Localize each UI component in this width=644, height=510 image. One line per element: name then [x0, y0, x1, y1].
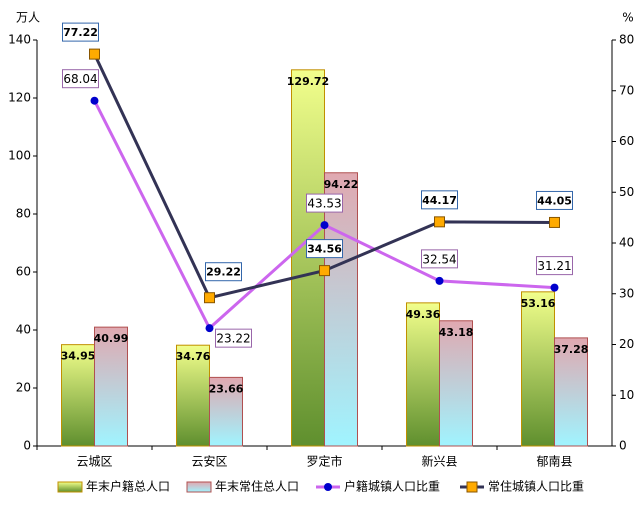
- legend-label: 年末常住总人口: [215, 480, 299, 494]
- bar: [406, 302, 440, 447]
- x-tick-label: 云安区: [191, 454, 227, 469]
- y2-tick-label: 50: [619, 185, 634, 199]
- value-label-box: [62, 69, 99, 89]
- marker: [89, 48, 100, 60]
- y-tick-label: 60: [16, 265, 31, 279]
- bar: [209, 376, 243, 447]
- value-label-box: [536, 256, 573, 276]
- bar-value-label: 43.18: [439, 326, 474, 339]
- marker: [435, 276, 444, 285]
- value-label-box: [205, 262, 242, 282]
- bar: [554, 337, 588, 447]
- bar: [324, 172, 358, 447]
- bar-value-label: 34.95: [61, 350, 96, 363]
- value-label-box: [536, 190, 573, 210]
- bar-value-label: 94.22: [324, 178, 359, 191]
- line-value-label: 31.21: [537, 259, 571, 273]
- marker: [90, 96, 99, 105]
- legend-marker: [466, 481, 478, 493]
- legend-marker: [324, 483, 332, 491]
- y-tick-label: 140: [8, 33, 31, 47]
- value-label-box: [421, 190, 458, 210]
- value-label-box: [306, 193, 343, 213]
- line-value-label: 43.53: [307, 197, 341, 211]
- value-label-box: [62, 22, 99, 42]
- bar-value-label: 34.76: [176, 350, 211, 363]
- y2-axis-title: %: [622, 11, 633, 25]
- y-tick-label: 120: [8, 91, 31, 105]
- line-value-label: 23.22: [216, 332, 250, 346]
- value-label-box: [421, 249, 458, 269]
- y-tick-label: 20: [16, 381, 31, 395]
- line-value-label: 32.54: [422, 252, 456, 266]
- x-tick-label: 云城区: [76, 455, 112, 469]
- line-value-label: 44.05: [537, 194, 572, 207]
- bar: [94, 326, 128, 447]
- x-tick-label: 新兴县: [421, 454, 457, 469]
- bar-value-label: 37.28: [554, 343, 589, 356]
- line-value-label: 34.56: [307, 243, 342, 256]
- y-axis-title: 万人: [16, 11, 40, 25]
- bar-value-label: 53.16: [521, 297, 556, 310]
- y-tick-label: 100: [8, 149, 31, 163]
- y-tick-label: 80: [16, 207, 31, 221]
- y2-tick-label: 40: [619, 236, 634, 250]
- y2-tick-label: 20: [619, 337, 634, 351]
- x-tick-label: 郁南县: [536, 454, 572, 469]
- marker: [550, 283, 559, 292]
- y2-tick-label: 60: [619, 134, 634, 148]
- bar-value-label: 40.99: [94, 332, 129, 345]
- line-value-label: 29.22: [206, 266, 241, 279]
- y-tick-label: 40: [16, 323, 31, 337]
- bar-value-label: 49.36: [406, 308, 441, 321]
- bar: [521, 291, 555, 447]
- bar: [61, 344, 95, 447]
- bar-value-label: 23.66: [209, 382, 244, 395]
- legend-swatch: [186, 481, 212, 493]
- marker: [549, 216, 560, 228]
- y2-tick-label: 30: [619, 286, 634, 300]
- bar: [439, 320, 473, 447]
- marker: [205, 324, 214, 333]
- y2-tick-label: 70: [619, 83, 634, 97]
- line-value-label: 44.17: [422, 194, 457, 207]
- bar-value-label: 129.72: [287, 75, 329, 88]
- legend-label: 常住城镇人口比重: [488, 480, 584, 494]
- marker: [320, 221, 329, 230]
- y2-tick-label: 0: [619, 439, 627, 453]
- marker: [319, 265, 330, 277]
- y-tick-label: 0: [23, 439, 31, 453]
- line-value-label: 77.22: [63, 26, 98, 39]
- y2-tick-label: 80: [619, 33, 634, 47]
- y2-tick-label: 10: [619, 388, 634, 402]
- legend-label: 年末户籍总人口: [86, 479, 170, 494]
- value-label-box: [215, 328, 252, 348]
- legend-label: 户籍城镇人口比重: [344, 479, 440, 494]
- marker: [204, 292, 215, 304]
- line-value-label: 68.04: [63, 72, 97, 86]
- bar: [176, 344, 210, 447]
- value-label-box: [306, 239, 343, 259]
- x-tick-label: 罗定市: [306, 454, 342, 469]
- legend-swatch: [57, 481, 83, 493]
- marker: [434, 216, 445, 228]
